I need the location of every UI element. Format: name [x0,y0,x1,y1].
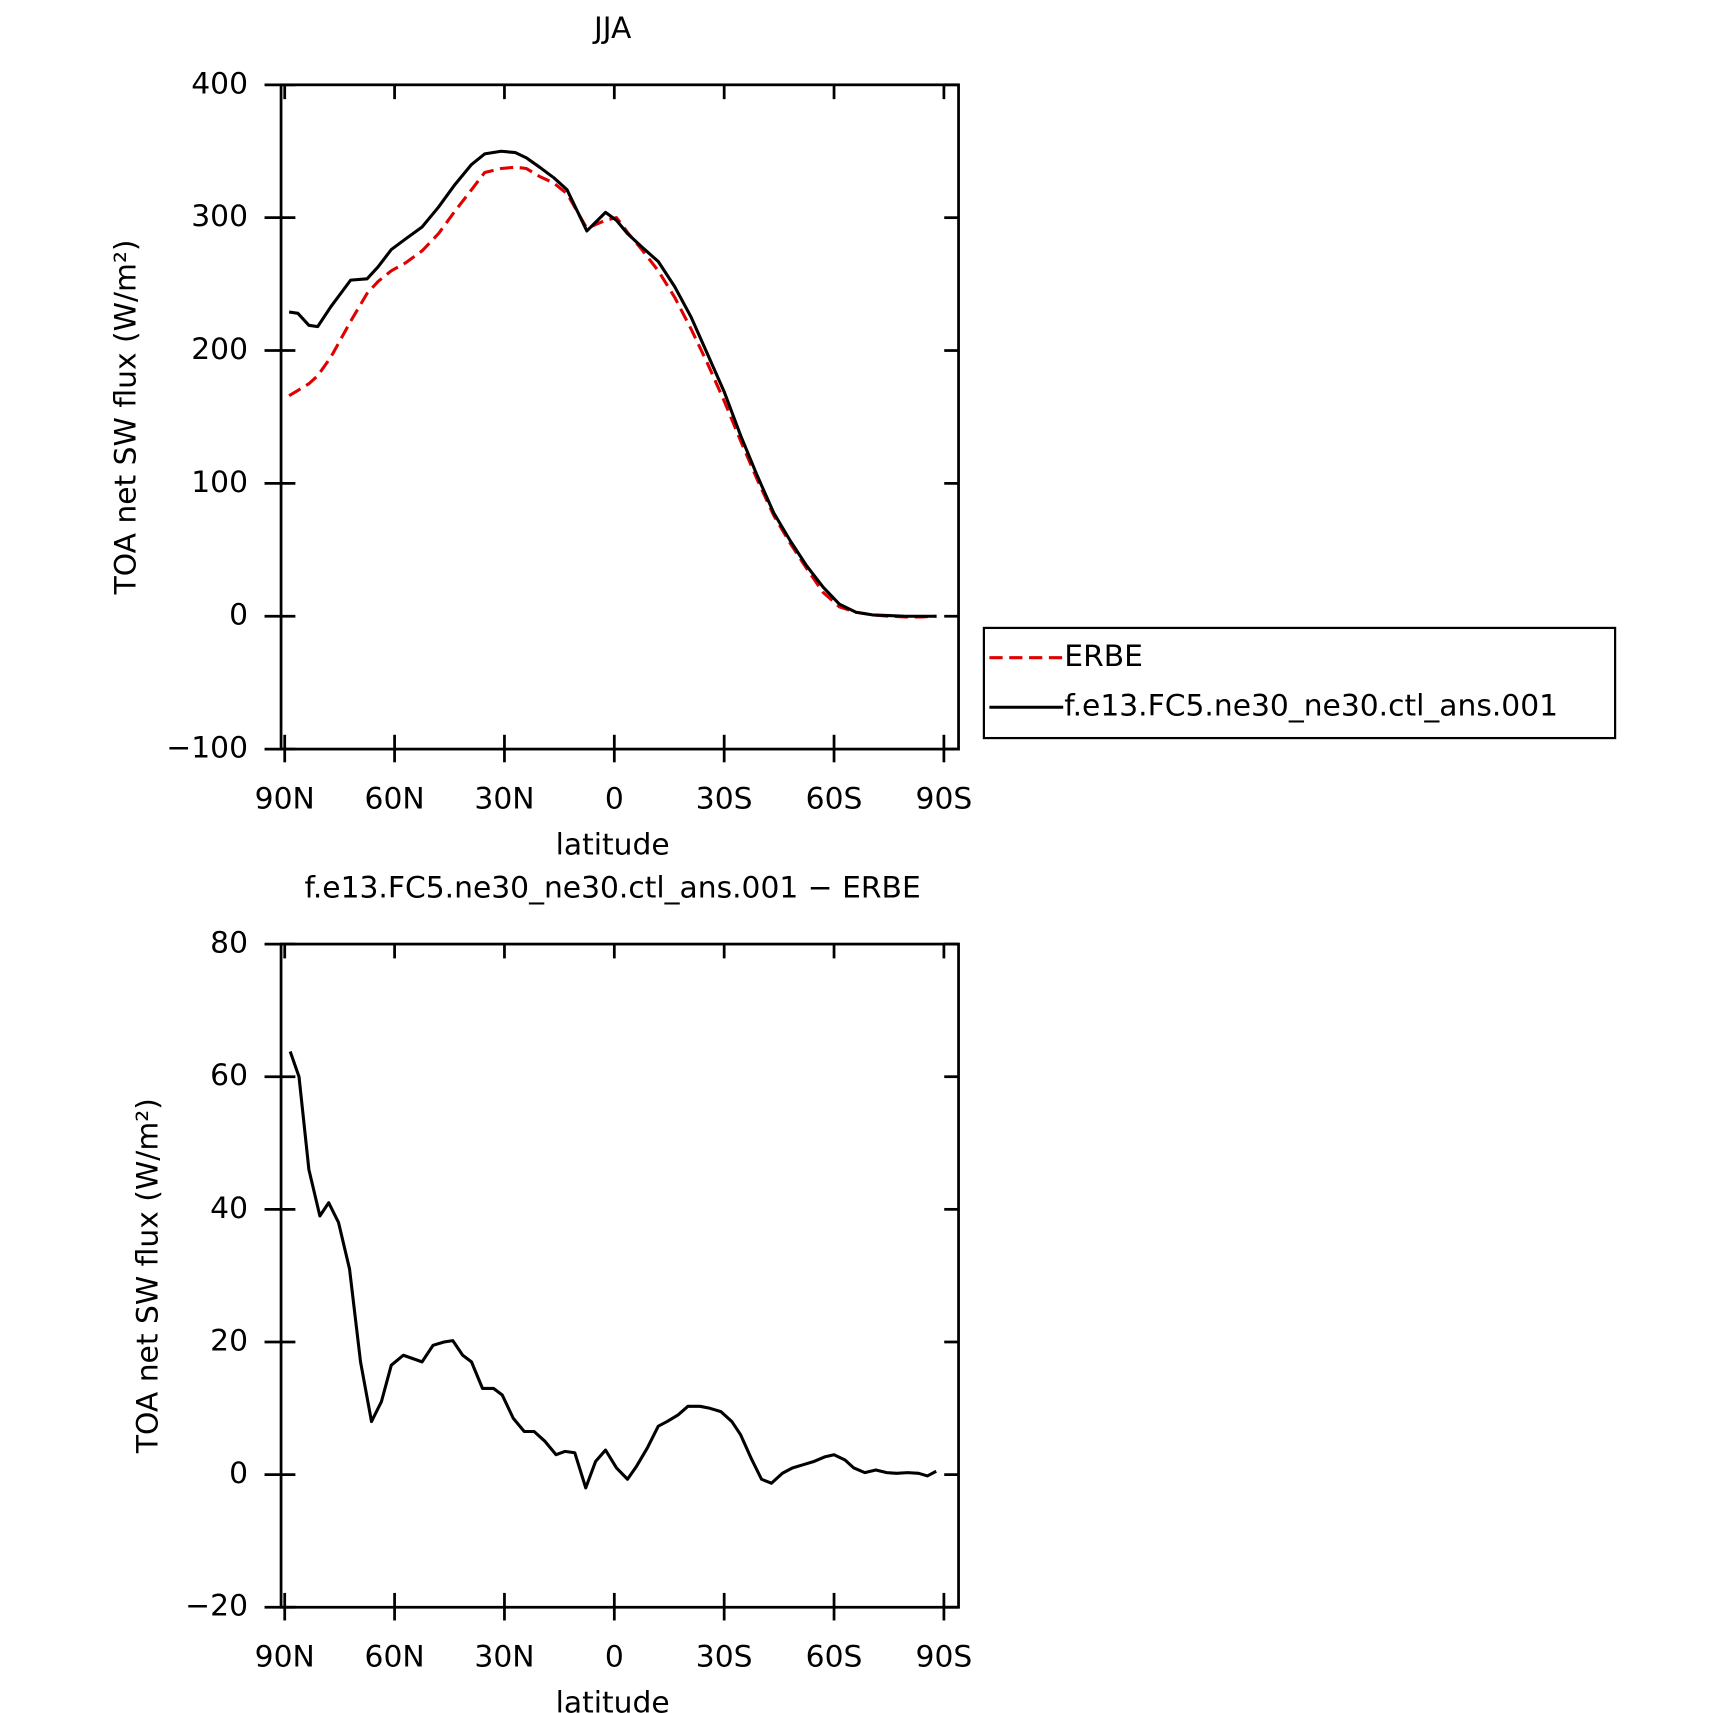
plot-frame [279,83,960,751]
x-tick-label: 60S [806,781,863,816]
y-axis-label: TOA net SW flux (W/m²) [130,1098,165,1454]
legend-label: f.e13.FC5.ne30_ne30.ctl_ans.001 [1064,689,1558,724]
x-tick-label: 60N [365,781,425,816]
y-tick-label: 40 [210,1191,248,1226]
y-tick-label: 100 [191,465,248,500]
chart-title: f.e13.FC5.ne30_ne30.ctl_ans.001 − ERBE [305,870,921,905]
y-axis-label: TOA net SW flux (W/m²) [108,239,143,595]
x-tick-label: 60N [365,1639,425,1674]
x-tick-label: 90S [916,781,973,816]
x-tick-label: 90S [916,1639,973,1674]
x-tick-label: 30N [474,1639,534,1674]
y-tick-label: 0 [229,1456,248,1491]
y-tick-label: −100 [166,731,248,766]
y-tick-label: 400 [191,66,248,101]
y-tick-label: 0 [229,598,248,633]
legend-label: ERBE [1064,639,1143,674]
series-line [288,1050,937,1490]
y-tick-label: 20 [210,1323,248,1358]
y-tick-label: 200 [191,332,248,367]
x-axis-label: latitude [556,1686,670,1713]
y-tick-label: 60 [210,1058,248,1093]
chart-title: JJA [592,11,632,46]
legend-box [982,626,1617,740]
x-tick-label: 0 [605,1639,624,1674]
x-tick-label: 90N [255,781,315,816]
x-tick-label: 0 [605,781,624,816]
x-tick-label: 90N [255,1639,315,1674]
y-tick-label: 300 [191,199,248,234]
x-axis-label: latitude [556,828,670,863]
x-tick-label: 60S [806,1639,863,1674]
series-line [288,165,937,619]
x-tick-label: 30N [474,781,534,816]
x-tick-label: 30S [696,781,753,816]
y-tick-label: 80 [210,926,248,961]
series-line [288,149,937,618]
y-tick-label: −20 [185,1589,248,1624]
plot-frame [279,942,960,1609]
x-tick-label: 30S [696,1639,753,1674]
